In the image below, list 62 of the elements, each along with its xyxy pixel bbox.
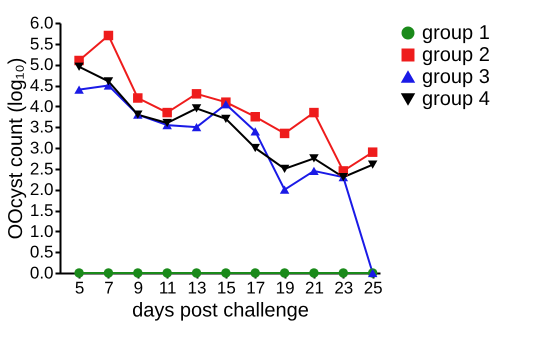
point (309, 268, 319, 278)
point (368, 147, 378, 157)
point (133, 93, 143, 103)
point (250, 127, 260, 136)
y-tick-label: 1.5 (30, 201, 54, 220)
point (280, 268, 290, 278)
x-tick-label: 21 (304, 278, 324, 298)
point (104, 30, 114, 40)
y-tick-label: 4.0 (30, 96, 54, 116)
y-tick-label: 0.5 (30, 242, 54, 262)
point (74, 268, 84, 278)
point (192, 123, 202, 132)
point (192, 268, 202, 278)
point (133, 268, 143, 278)
y-tick-label: 3.0 (30, 138, 54, 158)
point (221, 268, 231, 278)
y-tick-label: 2.5 (30, 159, 54, 178)
point (221, 114, 231, 123)
y-tick-label: 1.0 (30, 222, 54, 241)
point (280, 128, 290, 138)
x-tick-label: 13 (188, 278, 206, 298)
y-axis-title: OOcyst count (log₁₀) (4, 58, 27, 240)
point (162, 108, 172, 118)
y-tick-label: 4.5 (30, 76, 54, 95)
point (250, 268, 260, 278)
x-axis-title: days post challenge (132, 300, 309, 322)
legend-label: group 2 (422, 44, 490, 66)
point (192, 89, 202, 99)
point (309, 108, 319, 118)
point (250, 112, 260, 122)
y-tick-label: 3.5 (30, 118, 54, 137)
x-tick-label: 19 (276, 278, 295, 298)
x-tick-label: 17 (246, 278, 266, 298)
legend-label: group 3 (422, 66, 490, 88)
point (162, 268, 172, 278)
y-tick-label: 0.0 (30, 264, 54, 282)
point (368, 160, 378, 169)
x-tick-label: 5 (74, 278, 84, 298)
point (280, 186, 290, 194)
x-tick-label: 25 (364, 278, 383, 298)
y-tick-label: 5.5 (30, 34, 54, 54)
y-tick-label: 5.0 (30, 55, 54, 74)
point (192, 104, 202, 113)
point (280, 164, 290, 173)
y-tick-label: 6.0 (30, 14, 54, 32)
x-tick-label: 7 (104, 278, 114, 298)
legend-label: group 4 (422, 88, 490, 110)
point (74, 86, 84, 94)
point (250, 144, 260, 152)
point (309, 166, 319, 176)
point (338, 268, 348, 278)
point (74, 62, 84, 71)
legend-label: group 1 (422, 22, 490, 44)
point (104, 77, 114, 86)
x-tick-label: 23 (334, 278, 354, 298)
point (104, 268, 114, 278)
y-tick-label: 2.0 (30, 180, 54, 200)
point (309, 154, 319, 163)
x-tick-label: 11 (158, 278, 176, 298)
x-tick-label: 15 (216, 278, 236, 298)
point (221, 100, 231, 108)
x-tick-label: 9 (134, 278, 144, 298)
